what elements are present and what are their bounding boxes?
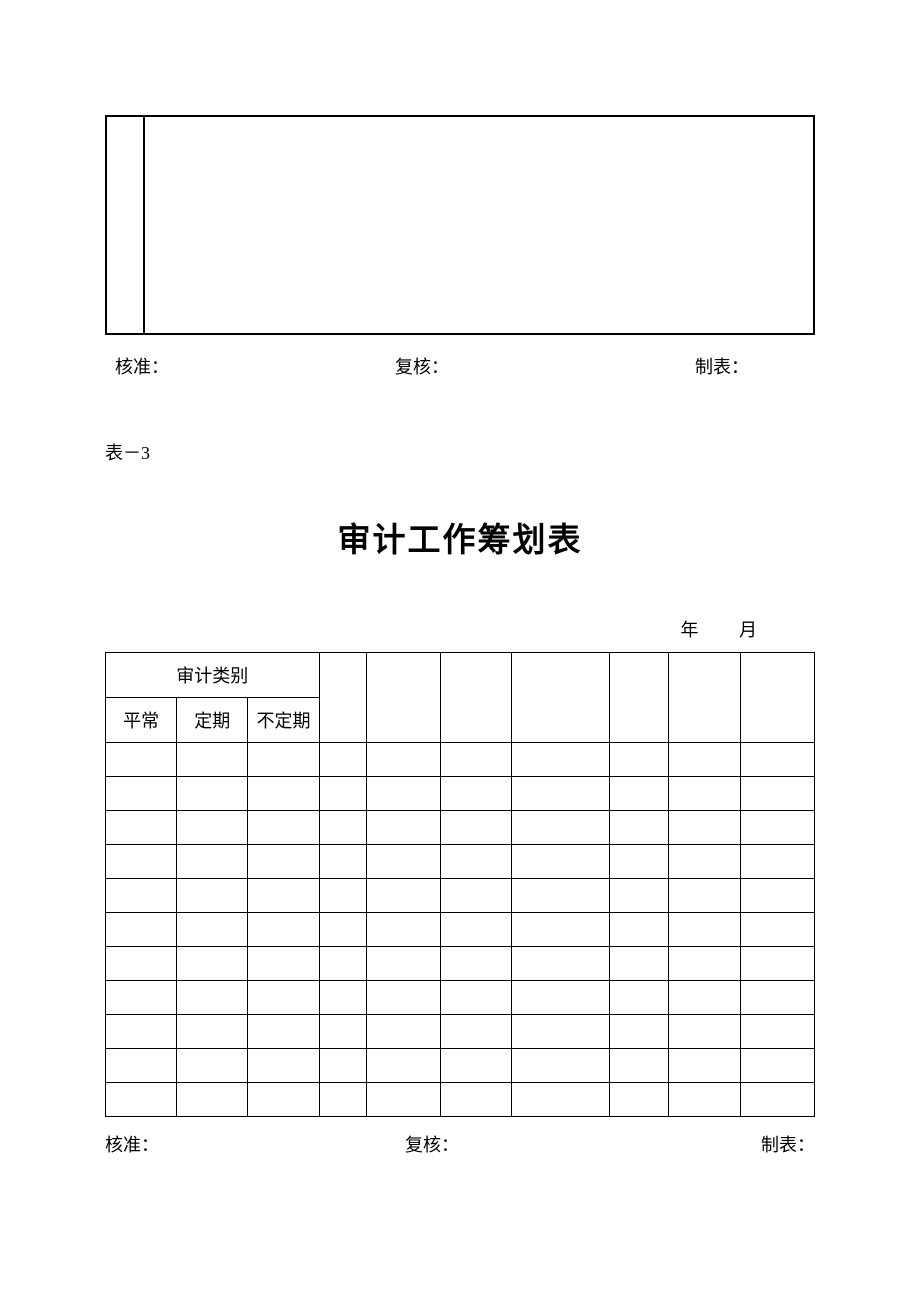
page-title: 审计工作筹划表 [105, 513, 815, 561]
audit-plan-table-body [106, 743, 815, 1117]
prepare-label-bottom: 制表： [761, 1131, 815, 1157]
table-row [106, 743, 815, 777]
table-row [106, 913, 815, 947]
table-row [106, 1049, 815, 1083]
table-row [106, 845, 815, 879]
top-empty-table [105, 115, 815, 335]
approve-label-bottom: 核准： [105, 1131, 405, 1157]
header-col-10 [741, 653, 815, 743]
top-table-cell-2 [144, 116, 814, 334]
top-table-cell-1 [106, 116, 144, 334]
review-label-top: 复核： [395, 353, 695, 379]
table-row [106, 981, 815, 1015]
table-number-label: 表－3 [105, 439, 815, 465]
header-col-5 [366, 653, 440, 743]
header-col-8 [610, 653, 669, 743]
table-row [106, 811, 815, 845]
signature-row-bottom: 核准： 复核： 制表： [105, 1131, 815, 1157]
table-row [106, 947, 815, 981]
table-row [106, 1083, 815, 1117]
prepare-label-top: 制表： [695, 353, 749, 379]
audit-plan-table: 审计类别 平常 定期 不定期 [105, 652, 815, 1117]
header-col-4 [319, 653, 366, 743]
table-row [106, 1015, 815, 1049]
header-col-7 [511, 653, 609, 743]
review-label-bottom: 复核： [405, 1131, 761, 1157]
approve-label-top: 核准： [115, 353, 395, 379]
table-row [106, 777, 815, 811]
header-audit-type: 审计类别 [106, 653, 320, 698]
header-col-9 [669, 653, 741, 743]
subheader-normal: 平常 [106, 698, 177, 743]
subheader-irregular: 不定期 [248, 698, 319, 743]
header-col-6 [440, 653, 511, 743]
signature-row-top: 核准： 复核： 制表： [105, 353, 815, 379]
subheader-regular: 定期 [177, 698, 248, 743]
table-row [106, 879, 815, 913]
date-label: 年 月 [105, 616, 815, 642]
